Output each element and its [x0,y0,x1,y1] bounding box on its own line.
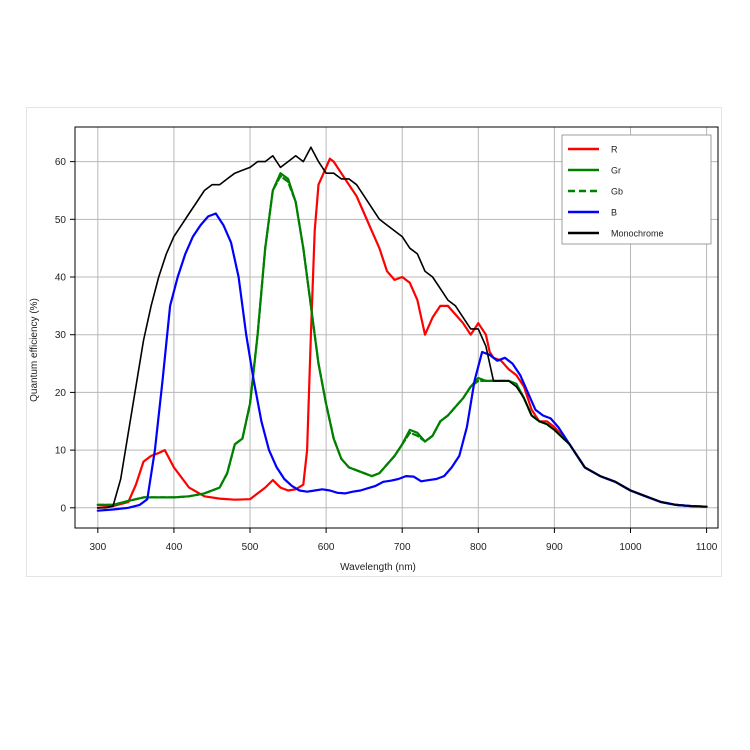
y-tick-label: 50 [55,215,67,226]
y-axis-title: Quantum efficiency (%) [29,298,40,402]
legend-box [561,134,712,245]
x-tick-label: 300 [89,542,106,553]
x-tick-label: 1100 [696,542,718,553]
y-tick-label: 30 [55,330,67,341]
grid-lines [75,127,718,528]
series-line-monochrome [97,146,708,509]
legend-label-monochrome: Monochrome [611,229,664,239]
y-tick-label: 20 [55,388,67,399]
x-tick-label: 600 [318,542,335,553]
legend-label-b: B [611,208,617,218]
y-tick-label: 60 [55,157,67,168]
y-tick-label: 40 [55,273,67,284]
x-tick-label: 900 [546,542,563,553]
x-tick-label: 800 [470,542,487,553]
legend-label-r: R [611,145,618,155]
x-tick-label: 500 [242,542,259,553]
x-tick-label: 400 [166,542,183,553]
x-tick-label: 1000 [619,542,642,553]
y-tick-label: 10 [55,446,67,457]
series-lines [96,146,708,512]
x-axis-title: Wavelength (nm) [340,562,416,573]
y-tick-label: 0 [60,503,66,514]
figure-frame [26,107,722,577]
legend-label-gb: Gb [611,187,623,197]
series-line-b [96,212,708,512]
plot-area-border [74,126,719,529]
legend-label-gr: Gr [611,166,621,176]
axis-ticks: 300 400 500 600 700 800 900 1000 1100 0 10 20 30 40 50… [55,157,718,553]
legend: R Gr Gb B Monochrome [561,134,712,245]
series-line-r [96,157,708,509]
x-tick-label: 700 [394,542,411,553]
